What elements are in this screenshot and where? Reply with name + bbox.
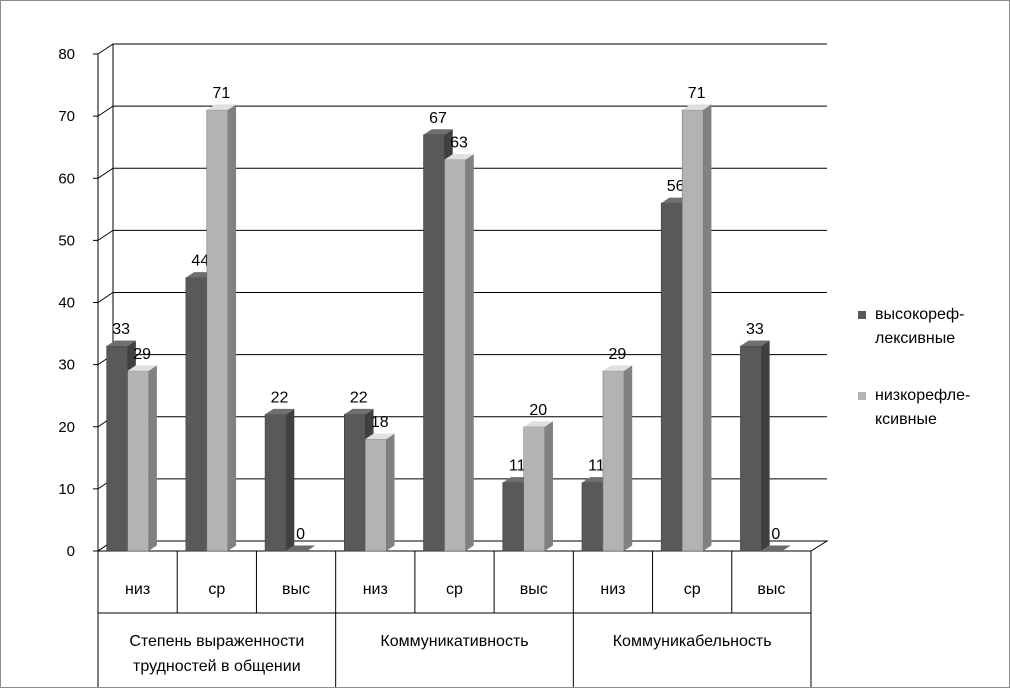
data-label: 44 [191,253,209,270]
legend-label: низкорефле- [875,387,970,404]
bar-top [127,365,157,371]
bar-top [206,104,237,110]
bar-side [623,365,633,551]
data-label: 11 [509,458,526,475]
y-tick-label: 80 [58,46,75,63]
x-tick-label: низ [125,581,150,598]
group-label: трудностей в общении [133,658,301,675]
data-label: 63 [450,135,468,152]
bar [365,438,387,552]
bar [206,109,229,552]
y-tick-label: 0 [67,543,75,560]
bar [502,482,524,552]
y-tick-label: 70 [58,108,75,125]
group-label: Степень выраженности [129,633,304,650]
bar [444,159,466,552]
x-tick-label: выс [757,581,785,598]
bar [127,370,149,552]
y-tick-label: 30 [58,357,75,374]
data-label: 56 [667,178,685,195]
data-label: 67 [429,110,447,127]
legend-label: высокореф- [875,306,964,323]
bar-top [740,340,770,346]
bar-top [682,104,712,110]
bar [581,482,604,552]
bar-top [365,433,395,440]
bar [681,109,704,552]
group-label: Коммуникативность [380,633,528,650]
y-tick-label: 20 [58,419,75,436]
bar-top [423,129,453,135]
gridline-side [97,105,114,117]
bar-top [761,545,791,551]
bar [602,370,625,552]
x-tick-label: выс [282,581,310,598]
y-tick-label: 60 [58,170,75,187]
bar [523,426,545,552]
data-label: 71 [212,85,230,102]
data-label: 33 [746,321,764,338]
bar-top [286,545,316,551]
bar-side [703,104,712,551]
y-tick-label: 50 [58,232,75,249]
bar-side [465,154,474,552]
data-label: 0 [771,526,780,543]
x-tick-label: ср [684,581,701,598]
data-label: 29 [609,346,627,363]
bar-side [227,104,237,551]
data-label: 22 [350,389,368,406]
y-tick-label: 10 [58,481,75,498]
legend-label: лексивные [875,330,955,347]
bar [185,277,208,552]
bar [423,134,445,552]
legend-label: ксивные [875,411,937,428]
legend-swatch [858,311,866,319]
bar-top [344,408,374,415]
data-label: 18 [371,414,389,431]
data-label: 33 [112,321,130,338]
legend-swatch [858,392,866,400]
data-label: 71 [688,85,706,102]
data-label: 29 [133,346,151,363]
bar-top [444,154,474,160]
bar-top [106,340,136,346]
bar-side [386,433,395,551]
bar [264,414,287,552]
bar [660,202,683,552]
data-label: 11 [588,458,605,475]
x-tick-label: низ [363,581,388,598]
bar-side [286,408,295,551]
bar-top [523,421,553,427]
bar-side [761,340,770,551]
group-label: Коммуникабельность [613,633,772,650]
data-label: 0 [296,526,305,543]
x-tick-label: выс [520,581,548,598]
x-tick-label: низ [600,581,625,598]
bar [740,345,762,552]
gridline-side [97,292,114,303]
bar-side [544,421,553,551]
data-label: 22 [271,389,289,406]
bar [106,345,128,552]
gridline-side [97,229,114,241]
bar-top [265,408,295,415]
bar [344,414,366,552]
y-tick-label: 40 [58,295,75,312]
data-label: 20 [529,402,547,419]
x-tick-label: ср [446,581,463,598]
bar-side [148,365,157,551]
gridline-side [97,43,114,55]
gridline-side [97,167,114,179]
x-tick-label: ср [208,581,225,598]
bar-top [602,365,633,371]
